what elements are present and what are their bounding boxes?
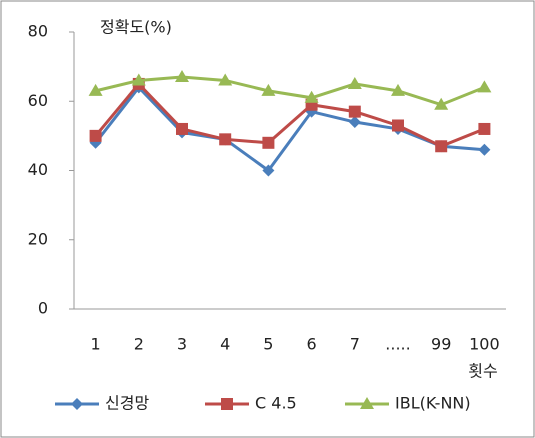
series-line xyxy=(95,75,485,107)
y-tick-label: 40 xyxy=(28,160,48,179)
data-point xyxy=(88,83,103,96)
x-tick-label: 1 xyxy=(91,335,101,354)
x-tick-label: 7 xyxy=(350,335,360,354)
y-tick-label: 20 xyxy=(28,229,48,248)
data-point xyxy=(348,105,361,118)
x-tick-label: 4 xyxy=(220,335,230,354)
data-point xyxy=(262,136,275,149)
y-tick-label: 80 xyxy=(28,22,48,41)
data-point xyxy=(176,122,188,135)
data-point xyxy=(477,80,492,93)
data-point xyxy=(434,97,449,110)
y-tick-label: 0 xyxy=(38,299,48,318)
data-point xyxy=(478,122,491,135)
y-tick-label: 60 xyxy=(28,91,48,110)
data-point xyxy=(89,129,102,142)
x-tick-label: 3 xyxy=(177,335,187,354)
data-point xyxy=(304,90,319,103)
legend-marker xyxy=(221,398,233,410)
data-point xyxy=(435,140,448,153)
x-tick-label: ..... xyxy=(385,335,410,354)
data-point xyxy=(175,70,189,83)
series-line xyxy=(94,85,485,173)
data-point xyxy=(219,133,232,146)
legend-label: IBL(K-NN) xyxy=(395,394,471,413)
y-axis-label: 정확도(%) xyxy=(100,18,172,37)
data-point xyxy=(392,119,404,132)
x-tick-label: 5 xyxy=(263,335,273,354)
x-tick-label: 2 xyxy=(134,335,144,354)
x-tick-label: 6 xyxy=(307,335,317,354)
x-axis-label: 횟수 xyxy=(468,362,497,381)
x-tick-label: 100 xyxy=(469,335,500,354)
data-point xyxy=(262,164,275,177)
data-point xyxy=(478,143,491,156)
data-point xyxy=(131,73,146,86)
x-tick-label: 99 xyxy=(431,335,451,354)
data-point xyxy=(391,83,405,96)
data-point xyxy=(261,83,276,96)
legend-label: 신경망 xyxy=(105,394,149,413)
data-point xyxy=(348,116,361,129)
data-point xyxy=(218,73,233,86)
legend-marker xyxy=(71,398,83,410)
series-line xyxy=(94,81,485,148)
legend-marker xyxy=(360,397,374,409)
data-point xyxy=(347,76,362,89)
legend-label: C 4.5 xyxy=(255,394,297,413)
